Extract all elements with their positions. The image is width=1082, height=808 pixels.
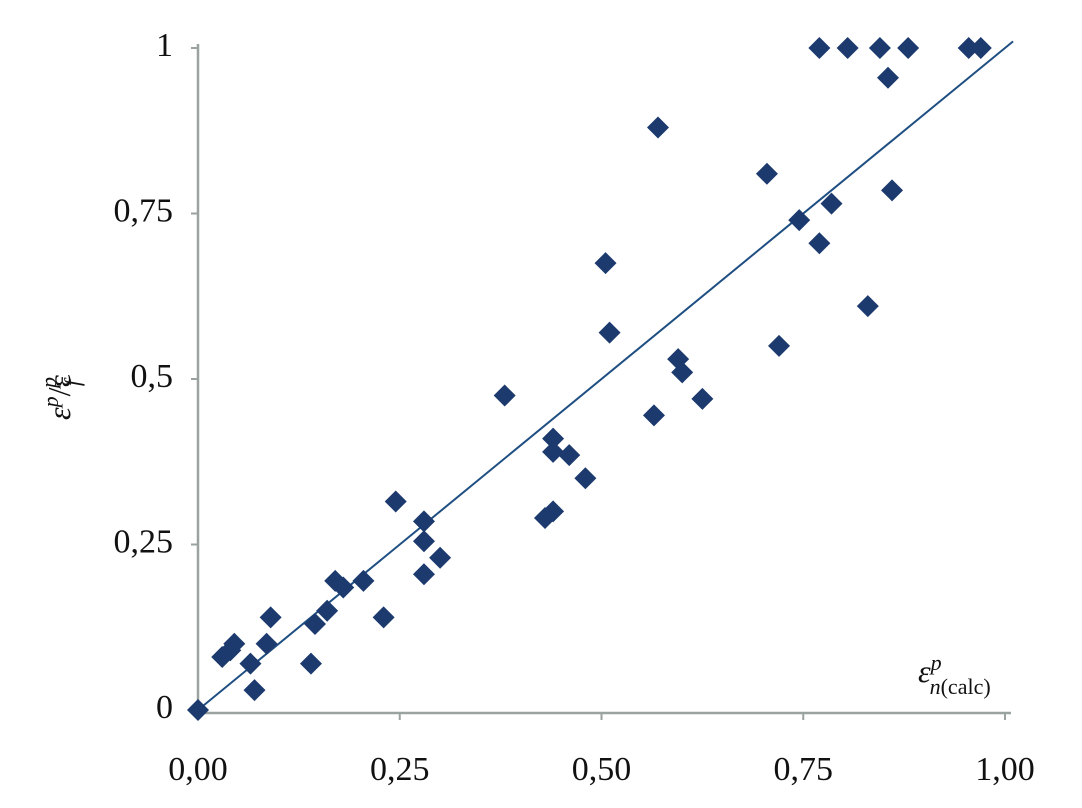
point (808, 232, 831, 255)
point (856, 295, 879, 318)
y-tick-label: 0 (156, 689, 173, 726)
point (646, 116, 669, 139)
y-label-part: f (60, 377, 85, 386)
y-axis-label: εp/εfp (36, 374, 85, 420)
point (542, 500, 565, 523)
x-tick-label: 0,75 (774, 751, 834, 788)
point (299, 652, 322, 675)
point (671, 361, 694, 384)
point (332, 576, 355, 599)
point (412, 563, 435, 586)
y-tick-label: 1 (156, 27, 173, 64)
point (691, 387, 714, 410)
point (558, 444, 581, 467)
y-label-part: p (38, 396, 63, 409)
point (897, 37, 920, 59)
y-tick-label: 0,75 (114, 192, 174, 229)
point (574, 467, 597, 490)
point (598, 321, 621, 344)
point (187, 699, 209, 721)
point (594, 252, 617, 275)
y-tick-label: 0,5 (131, 358, 174, 395)
point (755, 162, 778, 185)
fit-line (197, 40, 1014, 711)
point (957, 37, 980, 59)
point (352, 569, 375, 592)
point (239, 652, 262, 675)
x-tick-label: 0,50 (572, 751, 632, 788)
point (868, 37, 891, 59)
x-label-part: p (929, 650, 942, 675)
y-label-part: p (36, 377, 61, 390)
point (881, 179, 904, 202)
x-label-part: n (930, 674, 941, 699)
y-label-part: /ε (41, 374, 77, 396)
point (316, 599, 339, 622)
point (223, 632, 246, 655)
x-tick-label: 0,00 (168, 751, 228, 788)
y-label-part: ε (41, 407, 77, 420)
point (243, 679, 266, 702)
x-label-part: ε (918, 653, 931, 689)
point (412, 530, 435, 553)
point (876, 66, 899, 89)
point (493, 384, 516, 407)
y-tick-label: 0,25 (114, 523, 174, 560)
point (768, 334, 791, 357)
x-tick-label: 0,25 (370, 751, 430, 788)
point (836, 37, 859, 59)
point (969, 37, 992, 59)
point (788, 209, 811, 232)
point (412, 510, 435, 533)
point (384, 490, 407, 513)
point (542, 427, 565, 450)
point (808, 37, 831, 59)
point (542, 440, 565, 463)
point (259, 606, 282, 629)
point (304, 612, 327, 635)
point (429, 546, 452, 569)
point (820, 192, 843, 215)
point (255, 632, 278, 655)
point (642, 404, 665, 427)
x-axis-label: εp n(calc) (918, 650, 991, 699)
x-label-part: (calc) (941, 674, 991, 699)
x-tick-label: 1,00 (975, 751, 1035, 788)
point (372, 606, 395, 629)
